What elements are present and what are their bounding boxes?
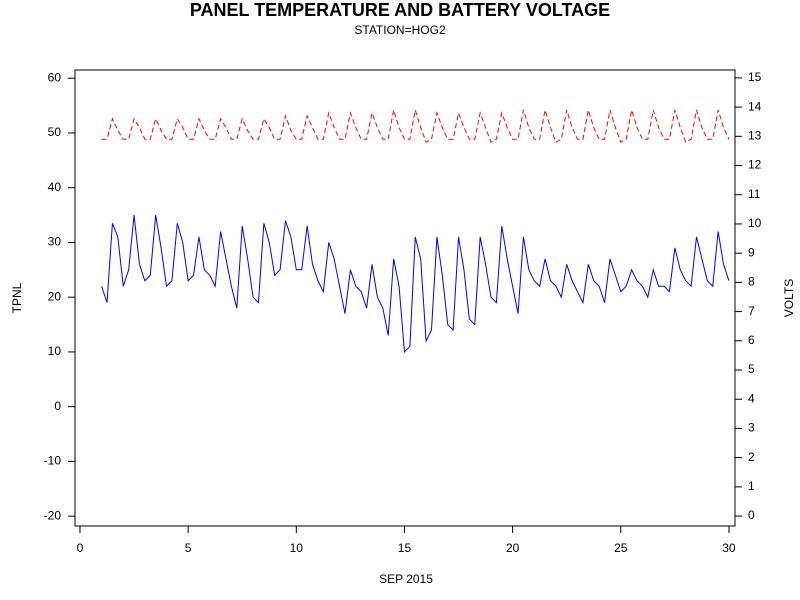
x-tick-label: 0 bbox=[77, 541, 84, 555]
y-tick-label: 40 bbox=[48, 180, 62, 194]
y2-tick-label: 5 bbox=[748, 362, 755, 376]
y2-tick-label: 8 bbox=[748, 275, 755, 289]
y2-tick-label: 13 bbox=[748, 128, 762, 142]
y-tick-label: -10 bbox=[44, 454, 62, 468]
x-tick-label: 5 bbox=[185, 541, 192, 555]
x-tick-label: 30 bbox=[722, 541, 736, 555]
chart-subtitle: STATION=HOG2 bbox=[354, 23, 446, 37]
x-tick-label: 20 bbox=[506, 541, 520, 555]
x-tick-label: 15 bbox=[398, 541, 412, 555]
x-tick-label: 10 bbox=[290, 541, 304, 555]
y2-tick-label: 10 bbox=[748, 216, 762, 230]
y2-tick-label: 12 bbox=[748, 158, 762, 172]
x-axis-label: SEP 2015 bbox=[379, 572, 433, 586]
y-axis-label: TPNL bbox=[10, 282, 24, 313]
series-line bbox=[101, 109, 730, 143]
y2-tick-label: 1 bbox=[748, 479, 755, 493]
y2-tick-label: 6 bbox=[748, 333, 755, 347]
y2-tick-label: 7 bbox=[748, 304, 755, 318]
y2-tick-label: 9 bbox=[748, 245, 755, 259]
y2-tick-label: 3 bbox=[748, 421, 755, 435]
x-tick-label: 25 bbox=[614, 541, 628, 555]
y-tick-label: -20 bbox=[44, 508, 62, 522]
y-tick-label: 20 bbox=[48, 289, 62, 303]
y2-tick-label: 15 bbox=[748, 70, 762, 84]
y-tick-label: 50 bbox=[48, 125, 62, 139]
y2-tick-label: 4 bbox=[748, 391, 755, 405]
y-tick-label: 10 bbox=[48, 344, 62, 358]
y2-tick-label: 11 bbox=[748, 187, 761, 201]
chart-title: PANEL TEMPERATURE AND BATTERY VOLTAGE bbox=[190, 0, 610, 20]
plot-frame bbox=[74, 69, 736, 527]
y2-tick-label: 0 bbox=[748, 508, 755, 522]
y-tick-label: 0 bbox=[54, 399, 61, 413]
y-tick-label: 60 bbox=[48, 70, 62, 84]
series-line bbox=[101, 214, 730, 354]
y-tick-label: 30 bbox=[48, 235, 62, 249]
y2-tick-label: 2 bbox=[748, 450, 755, 464]
y2-tick-label: 14 bbox=[748, 99, 762, 113]
y2-axis-label: VOLTS bbox=[782, 279, 796, 317]
